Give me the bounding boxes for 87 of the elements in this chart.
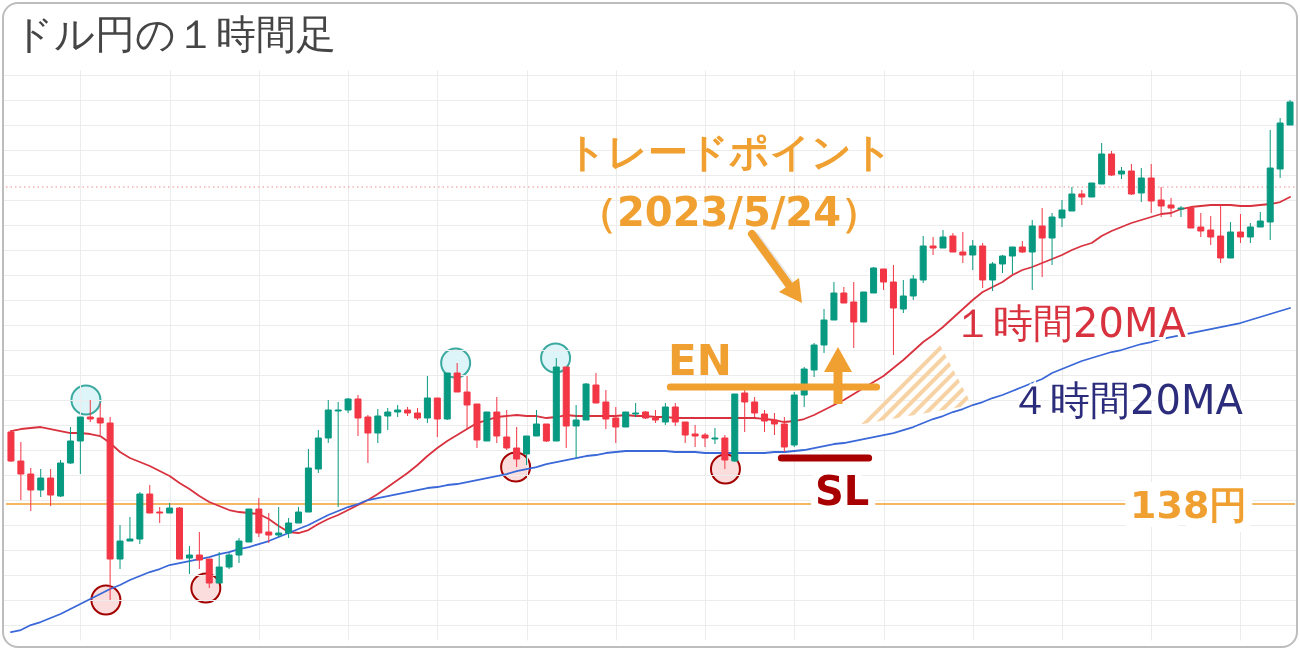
candlestick — [1127, 163, 1135, 196]
candlestick — [185, 545, 193, 575]
candlestick — [949, 232, 957, 253]
candlestick — [899, 279, 907, 314]
candlestick — [592, 372, 600, 404]
chart-title: ドル円の１時間足 — [13, 11, 336, 57]
candlestick — [1048, 212, 1056, 266]
candlestick — [275, 506, 283, 538]
candlestick — [721, 434, 729, 470]
candlestick — [523, 435, 531, 466]
candlestick — [761, 409, 769, 433]
candlestick — [780, 416, 788, 453]
candlestick — [701, 432, 709, 448]
candlestick — [661, 402, 669, 426]
candlestick — [711, 427, 719, 445]
candlestick — [1157, 186, 1165, 218]
candlestick — [681, 421, 689, 444]
candlestick — [969, 239, 977, 271]
candlestick — [354, 394, 362, 437]
candlestick — [27, 467, 35, 512]
candlestick — [513, 426, 521, 468]
candlestick — [1058, 199, 1066, 228]
candlestick — [47, 468, 55, 507]
candlestick — [96, 402, 104, 436]
candlestick — [1008, 246, 1016, 275]
candlestick — [929, 236, 937, 256]
candlestick — [880, 268, 888, 291]
candlestick — [235, 537, 243, 564]
candlestick — [463, 375, 471, 430]
candlestick — [1038, 207, 1046, 278]
candlestick — [1207, 215, 1215, 246]
candlestick — [602, 389, 610, 430]
candlestick — [572, 404, 580, 459]
candlestick — [76, 416, 84, 475]
candlestick — [433, 397, 441, 438]
candlestick — [503, 409, 511, 451]
candlestick — [1137, 167, 1145, 203]
candlestick — [493, 396, 501, 444]
candlestick — [1068, 186, 1076, 212]
candlestick — [116, 524, 124, 570]
annotation: トレードポイント — [565, 129, 893, 175]
candlestick — [423, 375, 431, 424]
candlestick — [770, 412, 778, 436]
candlestick — [1147, 163, 1155, 214]
candlestick — [612, 406, 620, 444]
candlestick — [1167, 197, 1175, 218]
candlestick — [751, 396, 759, 418]
candlestick — [1197, 212, 1205, 238]
candlestick — [255, 497, 263, 538]
candlestick — [939, 229, 947, 249]
candlestick — [1108, 150, 1116, 177]
candlestick — [374, 408, 382, 444]
candlestick — [532, 409, 540, 437]
candlestick — [215, 551, 223, 584]
ref-line-label: SL — [815, 468, 870, 514]
series-label: ４時間20MA — [1010, 377, 1244, 423]
candlestick — [86, 399, 94, 423]
candlestick — [265, 512, 273, 544]
candlestick — [1177, 205, 1185, 218]
candlestick — [691, 424, 699, 448]
candlestick — [146, 484, 154, 514]
annotation: （2023/5/24） — [576, 189, 882, 235]
candlestick — [205, 558, 213, 589]
candlestick — [989, 261, 997, 292]
candlestick — [384, 407, 392, 431]
candlestick — [671, 402, 679, 427]
series-label: １時間20MA — [953, 300, 1187, 346]
candlestick — [999, 254, 1006, 274]
candlestick — [1236, 213, 1244, 244]
candlestick — [17, 441, 25, 501]
candlestick — [195, 531, 203, 570]
candlestick — [1246, 222, 1254, 244]
candlestick — [959, 231, 967, 264]
candlestick — [66, 426, 74, 465]
candlestick — [1217, 204, 1225, 264]
candlestick — [850, 281, 858, 349]
candlestick — [364, 414, 372, 464]
candlestick — [1286, 99, 1294, 126]
candlestick — [285, 517, 293, 539]
candlestick — [37, 468, 45, 498]
candlestick — [741, 389, 749, 433]
candlestick — [334, 401, 342, 508]
ref-line-label: EN — [668, 336, 732, 385]
candlestick — [126, 516, 134, 542]
candlestick — [1187, 207, 1195, 229]
candlestick — [909, 274, 917, 301]
candlestick — [453, 362, 461, 393]
